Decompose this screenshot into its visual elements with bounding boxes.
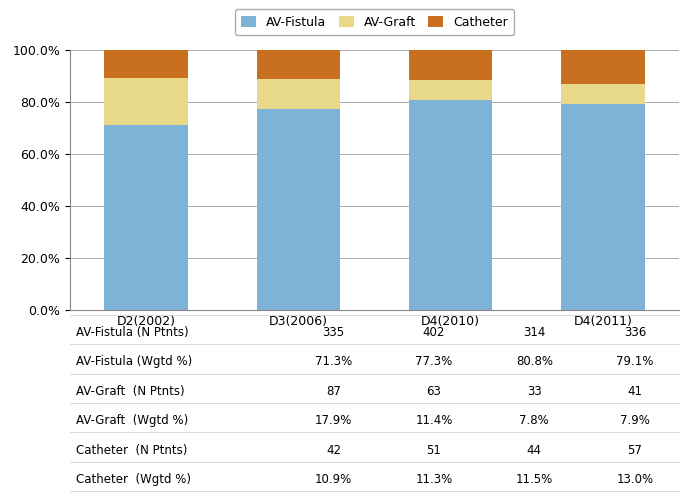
Bar xyxy=(104,124,188,310)
Text: 33: 33 xyxy=(527,385,542,398)
Text: AV-Fistula (N Ptnts): AV-Fistula (N Ptnts) xyxy=(76,326,189,339)
Text: 11.4%: 11.4% xyxy=(415,414,453,427)
Text: 51: 51 xyxy=(426,444,441,456)
Text: 42: 42 xyxy=(326,444,341,456)
Text: 87: 87 xyxy=(326,385,341,398)
Text: 71.3%: 71.3% xyxy=(315,356,352,368)
Text: 79.1%: 79.1% xyxy=(616,356,654,368)
Text: 80.8%: 80.8% xyxy=(516,356,553,368)
Text: 336: 336 xyxy=(624,326,646,339)
Text: 7.8%: 7.8% xyxy=(519,414,550,427)
Text: 335: 335 xyxy=(322,326,344,339)
Text: 17.9%: 17.9% xyxy=(315,414,352,427)
Text: Catheter  (Wgtd %): Catheter (Wgtd %) xyxy=(76,473,191,486)
Bar xyxy=(256,50,340,80)
Bar xyxy=(409,80,493,100)
Text: 7.9%: 7.9% xyxy=(620,414,650,427)
Text: 11.3%: 11.3% xyxy=(415,473,452,486)
Text: 57: 57 xyxy=(627,444,643,456)
Bar xyxy=(104,50,188,78)
Bar xyxy=(409,100,493,310)
Text: 41: 41 xyxy=(627,385,643,398)
Text: 63: 63 xyxy=(426,385,441,398)
Text: AV-Graft  (N Ptnts): AV-Graft (N Ptnts) xyxy=(76,385,185,398)
Legend: AV-Fistula, AV-Graft, Catheter: AV-Fistula, AV-Graft, Catheter xyxy=(234,10,514,35)
Bar xyxy=(561,50,645,84)
Bar xyxy=(561,104,645,310)
Bar xyxy=(104,78,188,124)
Bar xyxy=(561,84,645,104)
Text: 10.9%: 10.9% xyxy=(315,473,352,486)
Text: AV-Graft  (Wgtd %): AV-Graft (Wgtd %) xyxy=(76,414,188,427)
Text: AV-Fistula (Wgtd %): AV-Fistula (Wgtd %) xyxy=(76,356,193,368)
Bar xyxy=(256,80,340,109)
Text: 11.5%: 11.5% xyxy=(516,473,553,486)
Text: 314: 314 xyxy=(523,326,545,339)
Text: 44: 44 xyxy=(527,444,542,456)
Bar xyxy=(409,50,493,80)
Bar xyxy=(256,109,340,310)
Text: 13.0%: 13.0% xyxy=(616,473,653,486)
Text: Catheter  (N Ptnts): Catheter (N Ptnts) xyxy=(76,444,188,456)
Text: 402: 402 xyxy=(423,326,445,339)
Text: 77.3%: 77.3% xyxy=(415,356,452,368)
